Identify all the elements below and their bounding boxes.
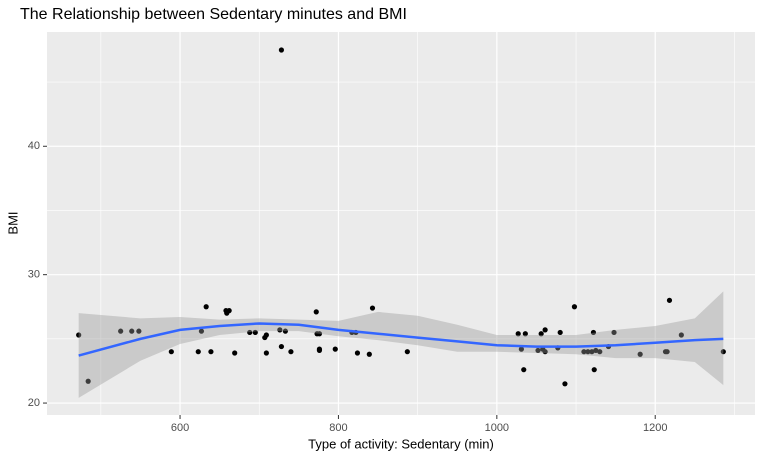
point xyxy=(277,327,283,333)
point xyxy=(720,349,726,355)
point xyxy=(369,305,376,311)
smooth-line xyxy=(78,322,724,357)
point xyxy=(366,351,372,357)
point xyxy=(168,349,174,355)
x-axis-label: Type of activity: Sedentary (min) xyxy=(308,436,494,451)
point xyxy=(226,308,232,314)
point xyxy=(581,349,587,355)
point xyxy=(118,328,124,334)
point xyxy=(522,331,528,337)
point xyxy=(404,349,410,355)
point xyxy=(591,367,597,373)
point xyxy=(538,331,544,337)
confidence-band xyxy=(78,291,724,398)
point xyxy=(597,349,603,355)
point xyxy=(282,328,288,334)
point xyxy=(678,332,684,338)
point xyxy=(232,350,238,356)
point xyxy=(278,343,285,350)
point xyxy=(593,347,599,354)
point xyxy=(589,349,595,355)
point xyxy=(129,328,135,334)
point xyxy=(542,349,548,355)
point xyxy=(585,349,591,355)
x-tick-label: 1000 xyxy=(485,422,509,434)
point xyxy=(590,329,597,336)
point xyxy=(562,381,568,387)
point xyxy=(354,350,361,356)
point xyxy=(557,329,563,336)
point xyxy=(611,329,617,336)
point xyxy=(542,327,548,333)
point xyxy=(316,347,323,354)
point xyxy=(637,351,643,357)
point xyxy=(76,332,82,338)
x-tick-label: 600 xyxy=(171,422,189,434)
y-tick-label: 20 xyxy=(28,397,40,409)
point xyxy=(288,349,294,355)
y-tick-label: 30 xyxy=(28,269,40,281)
point xyxy=(195,349,201,355)
point xyxy=(521,367,527,373)
point xyxy=(666,297,673,303)
y-tick-label: 40 xyxy=(28,140,40,152)
point xyxy=(252,329,258,336)
point xyxy=(136,328,142,334)
point xyxy=(263,350,269,356)
point xyxy=(203,304,209,310)
x-tick-label: 800 xyxy=(329,422,347,434)
point xyxy=(332,346,338,352)
panel xyxy=(47,32,755,415)
x-tick-label: 1200 xyxy=(643,422,667,434)
point xyxy=(247,329,253,336)
y-axis-label: BMI xyxy=(5,211,20,234)
point xyxy=(263,332,269,338)
point xyxy=(313,309,319,315)
point xyxy=(515,331,521,337)
point xyxy=(85,378,91,384)
point xyxy=(571,304,578,310)
point xyxy=(208,349,214,355)
point xyxy=(664,349,670,355)
point xyxy=(198,328,205,334)
chart-title: The Relationship between Sedentary minut… xyxy=(20,6,407,23)
point xyxy=(535,347,541,354)
point xyxy=(518,346,524,352)
point xyxy=(278,47,285,53)
point xyxy=(316,331,323,337)
